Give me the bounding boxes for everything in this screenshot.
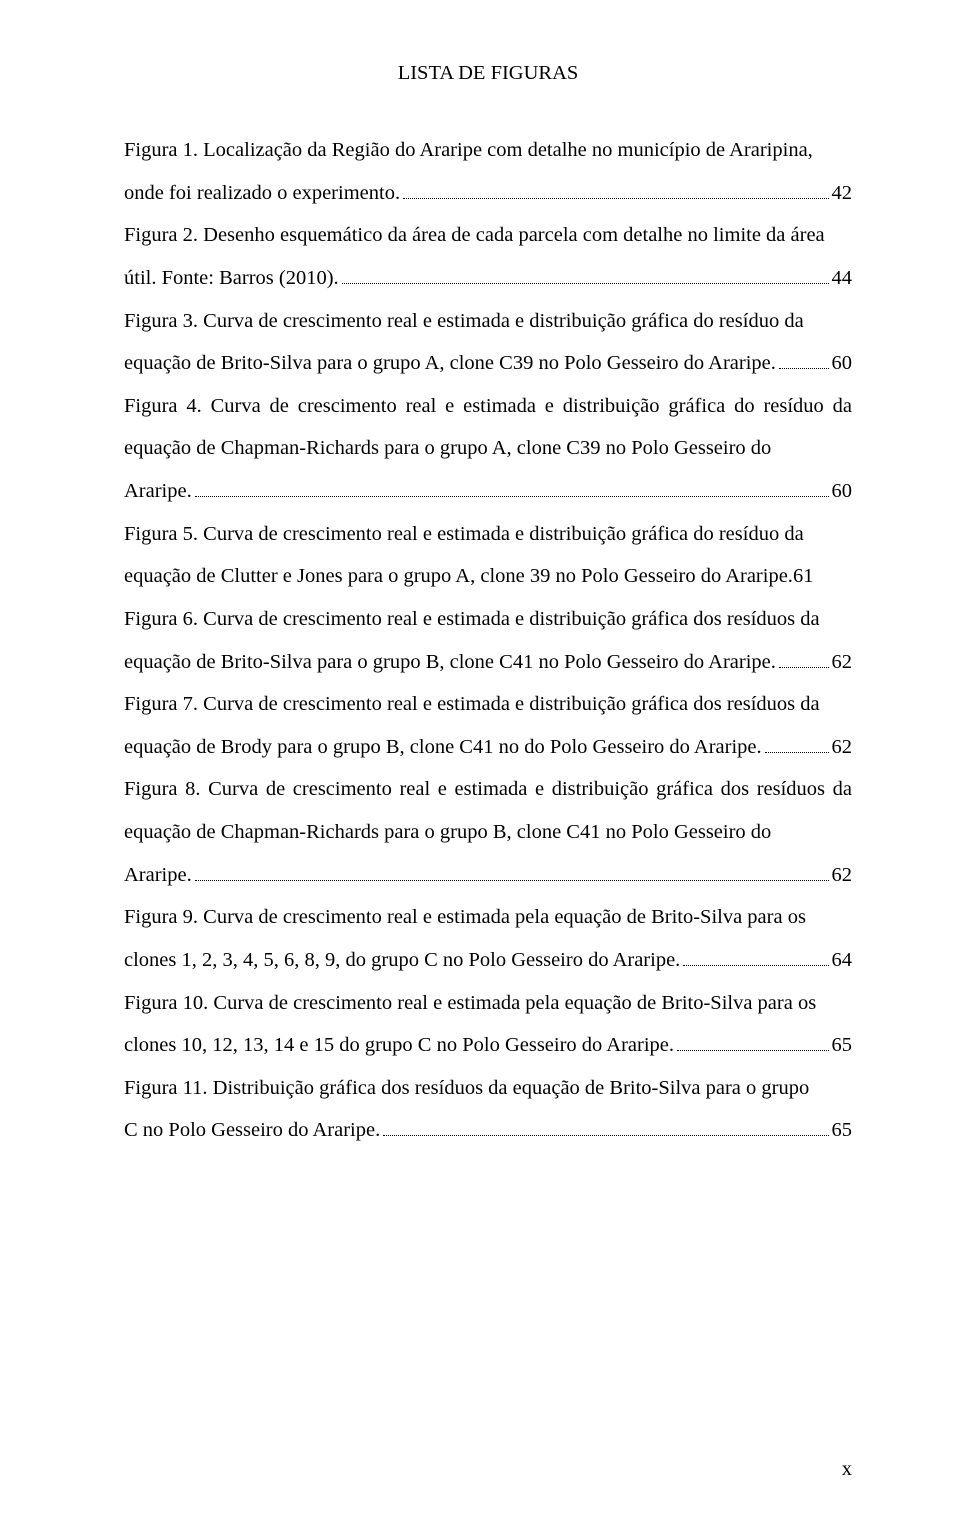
leader-dots	[195, 478, 829, 497]
entry-leader-row: onde foi realizado o experimento. 42	[124, 172, 852, 215]
entry-last-line: clones 1, 2, 3, 4, 5, 6, 8, 9, do grupo …	[124, 939, 680, 982]
entry-text: Figura 1. Localização da Região do Arari…	[124, 139, 813, 161]
document-page: LISTA DE FIGURAS Figura 1. Localização d…	[0, 0, 960, 1515]
entry-text: Figura 3. Curva de crescimento real e es…	[124, 310, 804, 332]
entry-last-line: equação de Brito-Silva para o grupo B, c…	[124, 641, 776, 684]
entry-leader-row: equação de Brody para o grupo B, clone C…	[124, 726, 852, 769]
figure-entry: Figura 5. Curva de crescimento real e es…	[124, 513, 852, 598]
entry-last-line: Araripe.	[124, 470, 192, 513]
figure-entry: Figura 10. Curva de crescimento real e e…	[124, 982, 852, 1067]
figure-entry: Figura 7. Curva de crescimento real e es…	[124, 683, 852, 768]
entry-text: Figura 8. Curva de crescimento real e es…	[124, 778, 852, 843]
entry-page-number: 60	[832, 342, 853, 385]
leader-dots	[683, 946, 828, 965]
entry-leader-row: clones 1, 2, 3, 4, 5, 6, 8, 9, do grupo …	[124, 939, 852, 982]
leader-dots	[779, 648, 829, 667]
page-title: LISTA DE FIGURAS	[124, 62, 852, 85]
entry-text: Figura 9. Curva de crescimento real e es…	[124, 906, 806, 928]
entry-text: Figura 4. Curva de crescimento real e es…	[124, 395, 852, 460]
figure-entry: Figura 2. Desenho esquemático da área de…	[124, 214, 852, 299]
entry-text: Figura 11. Distribuição gráfica dos resí…	[124, 1077, 809, 1099]
entry-leader-row: útil. Fonte: Barros (2010). 44	[124, 257, 852, 300]
entry-last-line: equação de Brody para o grupo B, clone C…	[124, 726, 762, 769]
figure-entry: Figura 8. Curva de crescimento real e es…	[124, 768, 852, 896]
figure-entry: Figura 3. Curva de crescimento real e es…	[124, 300, 852, 385]
figure-list: Figura 1. Localização da Região do Arari…	[124, 129, 852, 1152]
entry-page-number: 62	[832, 726, 853, 769]
leader-dots	[677, 1032, 828, 1051]
figure-entry: Figura 11. Distribuição gráfica dos resí…	[124, 1067, 852, 1152]
entry-text: Figura 6. Curva de crescimento real e es…	[124, 608, 820, 630]
leader-dots	[765, 733, 829, 752]
entry-last-line: clones 10, 12, 13, 14 e 15 do grupo C no…	[124, 1024, 674, 1067]
leader-dots	[383, 1117, 828, 1136]
figure-entry: Figura 6. Curva de crescimento real e es…	[124, 598, 852, 683]
entry-text: Figura 7. Curva de crescimento real e es…	[124, 693, 820, 715]
entry-last-line: equação de Brito-Silva para o grupo A, c…	[124, 342, 776, 385]
leader-dots	[403, 179, 828, 198]
entry-page-number: 65	[832, 1109, 853, 1152]
entry-leader-row: clones 10, 12, 13, 14 e 15 do grupo C no…	[124, 1024, 852, 1067]
entry-text: Figura 2. Desenho esquemático da área de…	[124, 224, 825, 246]
entry-page-number: 44	[832, 257, 853, 300]
entry-page-number: 42	[832, 172, 853, 215]
entry-last-line: útil. Fonte: Barros (2010).	[124, 257, 339, 300]
entry-text: Figura 5. Curva de crescimento real e es…	[124, 523, 804, 545]
leader-dots	[195, 861, 829, 880]
entry-leader-row: equação de Brito-Silva para o grupo B, c…	[124, 641, 852, 684]
figure-entry: Figura 1. Localização da Região do Arari…	[124, 129, 852, 214]
entry-last-line: equação de Clutter e Jones para o grupo …	[124, 555, 793, 598]
entry-page-number: 61	[793, 555, 814, 598]
figure-entry: Figura 4. Curva de crescimento real e es…	[124, 385, 852, 513]
entry-page-number: 62	[832, 854, 853, 897]
figure-entry: Figura 9. Curva de crescimento real e es…	[124, 896, 852, 981]
entry-leader-row: equação de Brito-Silva para o grupo A, c…	[124, 342, 852, 385]
entry-page-number: 65	[832, 1024, 853, 1067]
entry-text: Figura 10. Curva de crescimento real e e…	[124, 992, 816, 1014]
entry-last-line: onde foi realizado o experimento.	[124, 172, 400, 215]
leader-dots	[342, 264, 829, 283]
page-number-footer: x	[842, 1458, 852, 1481]
entry-leader-row: Araripe. 62	[124, 854, 852, 897]
entry-page-number: 64	[832, 939, 853, 982]
entry-leader-row: equação de Clutter e Jones para o grupo …	[124, 555, 852, 598]
entry-page-number: 60	[832, 470, 853, 513]
entry-page-number: 62	[832, 641, 853, 684]
entry-last-line: C no Polo Gesseiro do Araripe.	[124, 1109, 380, 1152]
entry-leader-row: Araripe. 60	[124, 470, 852, 513]
entry-leader-row: C no Polo Gesseiro do Araripe. 65	[124, 1109, 852, 1152]
leader-dots	[779, 350, 829, 369]
entry-last-line: Araripe.	[124, 854, 192, 897]
